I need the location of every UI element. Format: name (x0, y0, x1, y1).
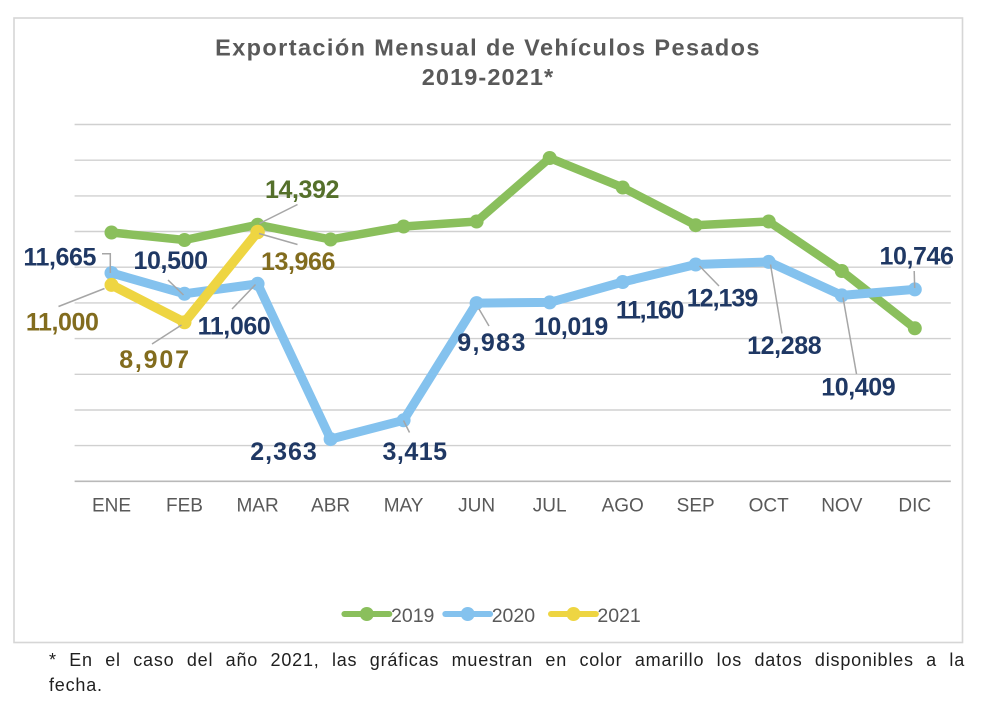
svg-text:10,746: 10,746 (879, 243, 953, 271)
svg-text:10,019: 10,019 (534, 313, 608, 341)
svg-text:MAY: MAY (384, 496, 424, 517)
svg-text:9,983: 9,983 (457, 329, 527, 357)
svg-text:AGO: AGO (602, 496, 644, 517)
svg-text:2021: 2021 (597, 605, 640, 627)
svg-text:JUL: JUL (533, 496, 567, 517)
svg-text:14,392: 14,392 (265, 176, 339, 204)
svg-text:11,000: 11,000 (26, 309, 99, 337)
svg-text:2019: 2019 (391, 605, 434, 627)
svg-text:2019-2021*: 2019-2021* (422, 64, 555, 90)
svg-text:3,415: 3,415 (382, 438, 447, 466)
svg-text:ABR: ABR (311, 496, 350, 517)
svg-text:13,966: 13,966 (261, 248, 335, 276)
svg-text:OCT: OCT (749, 496, 790, 517)
svg-text:SEP: SEP (677, 496, 715, 517)
svg-text:ENE: ENE (92, 496, 131, 517)
svg-text:2020: 2020 (492, 605, 536, 627)
svg-text:NOV: NOV (821, 496, 863, 517)
svg-text:11,160: 11,160 (616, 296, 684, 324)
svg-text:12,288: 12,288 (747, 332, 822, 360)
svg-text:Exportación Mensual de Vehícul: Exportación Mensual de Vehículos Pesados (215, 35, 761, 61)
svg-text:11,060: 11,060 (198, 313, 271, 341)
svg-text:MAR: MAR (236, 496, 278, 517)
svg-text:FEB: FEB (166, 496, 203, 517)
svg-text:12,139: 12,139 (687, 284, 758, 312)
svg-text:10,409: 10,409 (821, 374, 895, 402)
svg-text:DIC: DIC (898, 496, 931, 517)
svg-text:2,363: 2,363 (250, 438, 318, 466)
svg-text:10,500: 10,500 (134, 247, 208, 275)
svg-text:JUN: JUN (458, 496, 495, 517)
svg-text:11,665: 11,665 (23, 244, 96, 272)
svg-text:8,907: 8,907 (119, 346, 191, 374)
